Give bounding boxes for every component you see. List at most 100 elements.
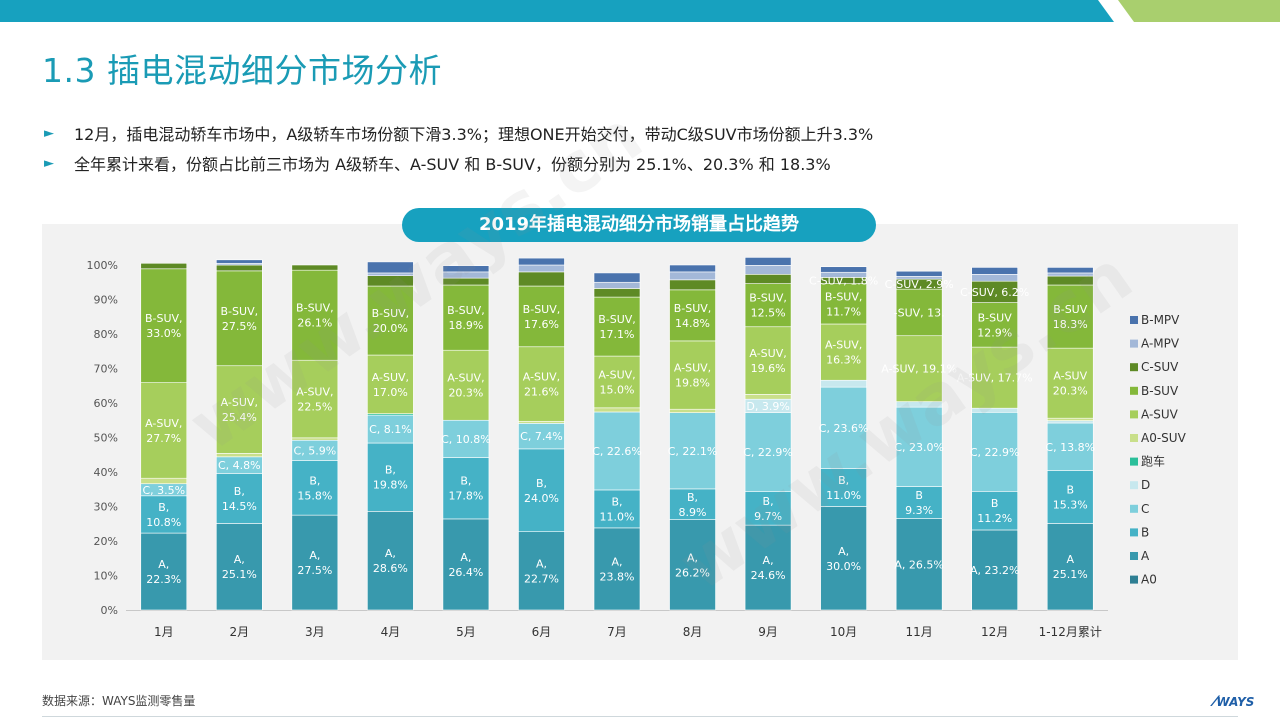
bar-segment <box>895 401 943 408</box>
bar-segment <box>140 382 188 479</box>
bar-segment <box>367 354 414 414</box>
data-label: A, 22.3% <box>146 558 181 586</box>
bar-segment <box>1046 470 1094 524</box>
data-label: B-SUV 12.9% <box>977 311 1012 339</box>
legend-swatch <box>1130 434 1138 442</box>
data-label: B-SUV, 26.1% <box>296 302 334 330</box>
bar-segment <box>1046 272 1094 277</box>
y-tick-label: 20% <box>94 535 118 548</box>
bar-segment <box>367 285 414 356</box>
data-label: B, 9.7% <box>754 495 782 523</box>
bar-segment <box>216 523 263 611</box>
data-label: B-SUV, 11.7% <box>825 290 863 318</box>
legend-swatch <box>1130 575 1138 584</box>
bar-segment <box>442 518 490 611</box>
bar-segment <box>216 259 263 264</box>
data-label: A, 26.2% <box>675 551 710 579</box>
bar-segment <box>140 477 188 485</box>
bar-segment <box>971 491 1018 531</box>
bar-segment <box>669 412 716 490</box>
bar-segment <box>971 267 1018 275</box>
bar-segment <box>669 408 716 413</box>
legend-label: D <box>1141 478 1150 492</box>
data-label: C, 22.6% <box>592 445 642 458</box>
legend-swatch <box>1130 410 1138 419</box>
data-label: A-SUV, 25.4% <box>221 396 258 424</box>
data-label: C-SUV, 1.8% <box>809 275 878 288</box>
bar-segment <box>1046 267 1094 274</box>
data-label: A-SUV, 27.7% <box>145 417 182 445</box>
legend-swatch <box>1130 316 1138 324</box>
legend-swatch <box>1130 528 1138 537</box>
data-label: A, 23.2% <box>970 564 1019 577</box>
bullet-item: ► 全年累计来看，份额占比前三市场为 A级轿车、A-SUV 和 B-SUV，份额… <box>44 148 1244 178</box>
y-tick-label: 30% <box>94 501 118 514</box>
page-title: 1.3 插电混动细分市场分析 <box>42 51 442 90</box>
chart-title: 2019年插电混动细分市场销量占比趋势 <box>402 208 876 242</box>
bar-segment <box>971 412 1018 492</box>
bar-segment <box>744 283 792 328</box>
x-tick-label: 1-12月累计 <box>1039 625 1102 639</box>
bar-segment <box>820 323 867 381</box>
legend-swatch <box>1130 386 1138 395</box>
data-label: B, 14.5% <box>222 485 257 513</box>
bar-segment <box>291 264 339 271</box>
bar-segment <box>593 355 641 409</box>
bar-segment <box>1046 422 1094 471</box>
bar-segment <box>291 514 339 611</box>
data-label: C, 13.8% <box>1045 441 1095 454</box>
bullet-item: ► 12月，插电混动轿车市场中，A级轿车市场份额下滑3.3%；理想ONE开始交付… <box>44 118 1244 148</box>
data-label: B-SUV, 17.6% <box>523 303 561 331</box>
bar-segment <box>442 284 490 351</box>
bar-segment <box>971 407 1018 413</box>
bar-segment <box>895 276 943 280</box>
y-tick-label: 90% <box>94 294 118 307</box>
bar-segment <box>291 460 339 516</box>
legend-label: A-MPV <box>1141 337 1180 351</box>
bar-segment <box>367 275 414 287</box>
bar-segment <box>593 272 641 283</box>
data-label: B-SUV, 18.9% <box>447 304 485 332</box>
bar-segment <box>744 274 792 284</box>
bar-segment <box>291 437 339 441</box>
bar-segment <box>518 257 565 266</box>
bar-segment <box>1046 275 1094 286</box>
bar-segment <box>518 423 565 450</box>
x-tick-label: 9月 <box>758 625 778 639</box>
data-label: C, 23.0% <box>894 441 944 454</box>
data-label: C, 7.4% <box>520 430 563 443</box>
legend-label: B <box>1141 525 1149 539</box>
bullet-arrow-icon: ► <box>44 155 54 171</box>
bar-segment <box>971 274 1018 282</box>
data-label: B, 11.0% <box>826 474 861 502</box>
legend-label: B-SUV <box>1141 384 1179 398</box>
x-tick-label: 5月 <box>456 625 476 639</box>
data-label: A, 24.6% <box>751 554 786 582</box>
data-source-note: 数据来源：WAYS监测零售量 <box>42 694 196 708</box>
data-label: A-SUV, 20.3% <box>447 372 484 400</box>
x-tick-label: 1月 <box>154 625 174 639</box>
bar-segment <box>820 379 867 388</box>
data-label: C, 4.8% <box>218 459 261 472</box>
bar-segment <box>971 302 1018 348</box>
bar-segment <box>367 272 414 276</box>
data-label: A-SUV, 22.5% <box>296 386 333 414</box>
data-label: B, 10.8% <box>146 501 181 529</box>
bar-segment <box>895 288 943 337</box>
bar-segment <box>895 486 943 519</box>
data-label: A-SUV, 19.1% <box>881 363 957 376</box>
data-label: C, 3.5% <box>142 484 185 497</box>
data-label: B, 8.9% <box>679 491 707 519</box>
bar-segment <box>820 506 867 611</box>
data-label: A-SUV, 19.6% <box>749 347 786 375</box>
data-label: C, 8.1% <box>369 423 412 436</box>
bar-segment <box>1046 523 1094 611</box>
data-label: A, 26.4% <box>448 551 483 579</box>
bullet-list: ► 12月，插电混动轿车市场中，A级轿车市场份额下滑3.3%；理想ONE开始交付… <box>44 118 1244 178</box>
bar-segment <box>820 283 867 325</box>
bar-segment <box>442 419 490 458</box>
bar-segment <box>216 365 263 454</box>
bar-segment <box>744 491 792 526</box>
bar-segment <box>744 265 792 275</box>
